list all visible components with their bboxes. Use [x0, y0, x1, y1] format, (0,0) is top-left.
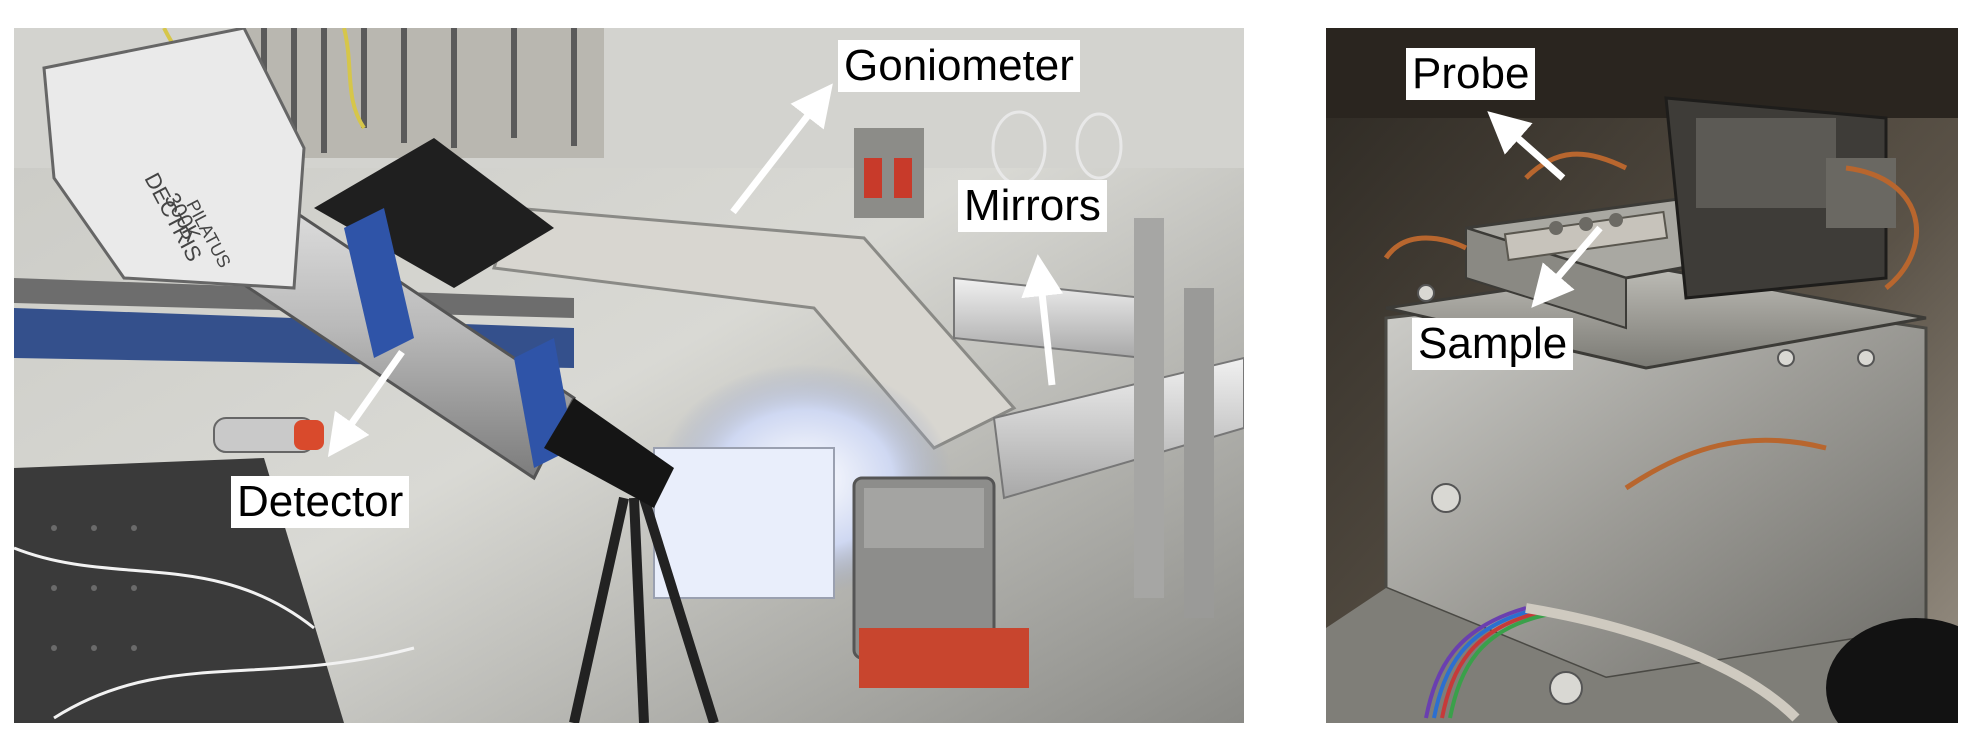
sample-stage-photo-illustration [1326, 28, 1958, 723]
beamline-photo-illustration: DECTRIS 300K PILATUS [14, 28, 1244, 723]
detector-label: Detector [231, 476, 410, 528]
sample-label: Sample [1412, 318, 1574, 370]
mirrors-label: Mirrors [958, 180, 1107, 232]
photo-right-sample-stage [1326, 28, 1958, 723]
probe-label: Probe [1406, 48, 1536, 100]
photo-left-beamline: DECTRIS 300K PILATUS [14, 28, 1244, 723]
goniometer-label: Goniometer [838, 40, 1080, 92]
